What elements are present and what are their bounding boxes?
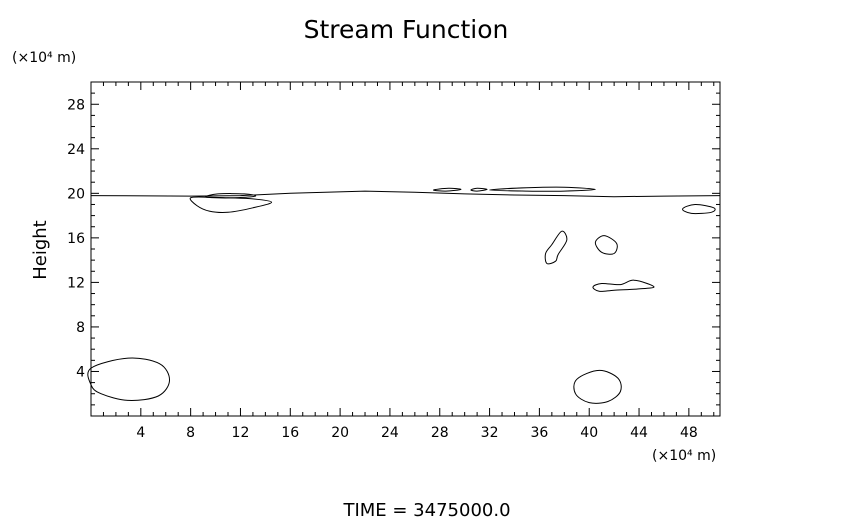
x-axis-unit-label: (×10⁴ m) [652, 448, 716, 464]
y-axis-ticks: 4 8 12 16 20 24 28 [67, 92, 720, 406]
contour-line-6 [682, 203, 716, 215]
contour-line-10 [87, 357, 171, 401]
contour-line-4 [470, 187, 488, 192]
contour-line-11 [573, 369, 622, 404]
contour-line-8 [594, 235, 618, 255]
x-tick-label: 32 [481, 425, 499, 441]
y-tick-label: 20 [67, 186, 85, 202]
chart-title: Stream Function [304, 15, 509, 44]
x-tick-label: 48 [680, 425, 698, 441]
x-tick-label: 4 [136, 425, 145, 441]
y-tick-label: 16 [67, 231, 85, 247]
x-tick-label: 28 [431, 425, 449, 441]
x-tick-label: 8 [186, 425, 195, 441]
contour-line-0 [90, 190, 721, 198]
x-tick-label: 16 [281, 425, 299, 441]
y-tick-label: 12 [67, 275, 85, 291]
y-tick-label: 4 [76, 364, 85, 380]
contour-line-1 [189, 196, 273, 213]
contour-lines [87, 186, 721, 404]
contour-line-2 [205, 193, 257, 199]
x-tick-label: 12 [232, 425, 250, 441]
x-tick-label: 24 [381, 425, 399, 441]
time-footer: TIME = 3475000.0 [342, 500, 510, 519]
contour-line-7 [544, 230, 568, 265]
y-axis-unit-label: (×10⁴ m) [12, 50, 76, 66]
x-tick-label: 20 [331, 425, 349, 441]
x-axis-ticks: 4 8 12 16 20 24 28 32 36 40 44 48 [102, 82, 715, 441]
contour-line-3 [432, 187, 462, 192]
contour-line-5 [489, 186, 596, 192]
contour-line-9 [592, 279, 655, 292]
y-axis-label: Height [30, 220, 51, 280]
x-tick-label: 44 [630, 425, 648, 441]
x-tick-label: 36 [530, 425, 548, 441]
plot-frame [90, 81, 721, 417]
x-tick-label: 40 [580, 425, 598, 441]
y-tick-label: 24 [67, 142, 85, 158]
y-tick-label: 8 [76, 320, 85, 336]
y-tick-label: 28 [67, 97, 85, 113]
